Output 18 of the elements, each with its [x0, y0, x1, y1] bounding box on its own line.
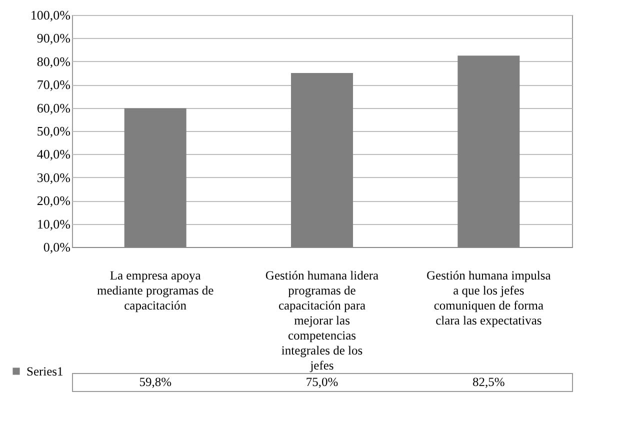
y-tick-label: 100,0%: [30, 8, 71, 22]
y-tick-label: 0,0%: [43, 240, 71, 254]
x-tick-label: Gestión humana impulsa a que los jefes comuniquen de forma clara las expectativas: [426, 268, 552, 328]
y-tick-label: 20,0%: [36, 193, 71, 208]
y-tick-label: 80,0%: [36, 54, 71, 69]
y-tick-label: 40,0%: [36, 146, 71, 162]
x-tick-label: Gestión humana lidera programas de capacitación para mejorar las competencias integrales de los jefes: [265, 268, 380, 372]
data-label: 75,0%: [306, 375, 338, 389]
data-label: 82,5%: [472, 375, 505, 389]
x-tick-label: La empresa apoya mediante programas de capacitación: [97, 268, 214, 312]
y-tick-label: 30,0%: [36, 170, 71, 185]
y-tick-label: 70,0%: [36, 77, 71, 92]
legend-label: Series1: [26, 364, 64, 378]
data-label: 59,8%: [139, 375, 172, 389]
y-tick-label: 50,0%: [36, 124, 71, 138]
y-tick-label: 10,0%: [36, 216, 71, 232]
y-tick-label: 60,0%: [36, 100, 71, 116]
y-tick-label: 90,0%: [36, 30, 71, 46]
